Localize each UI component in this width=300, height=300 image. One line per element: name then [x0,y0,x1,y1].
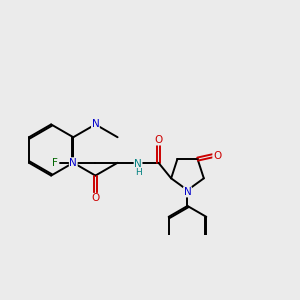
Text: O: O [91,194,100,203]
Text: O: O [213,151,221,161]
Text: N: N [69,158,77,168]
Text: N: N [92,119,99,129]
Text: F: F [52,158,58,168]
Text: N: N [184,187,191,197]
Text: H: H [135,168,141,177]
Text: N: N [134,160,142,170]
Text: O: O [154,135,163,145]
